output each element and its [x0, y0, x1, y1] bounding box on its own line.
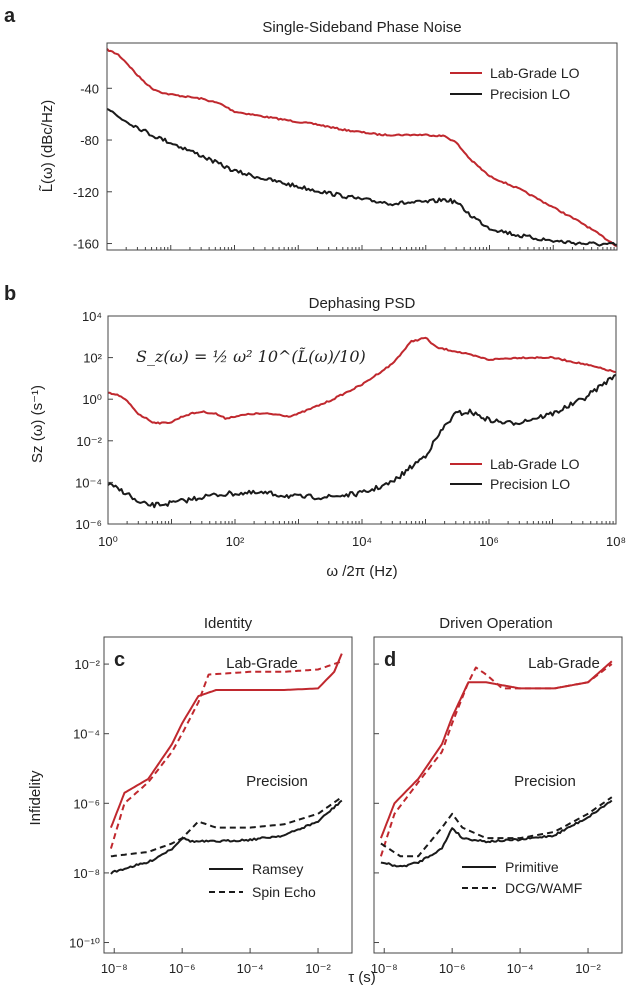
x-tick-label: 10⁰: [98, 534, 118, 549]
panel-d-anno-precision: Precision: [514, 773, 576, 790]
y-tick-label: 10⁻⁴: [73, 727, 100, 742]
y-tick-label: 10²: [83, 351, 102, 366]
panel-d-label: d: [384, 649, 396, 671]
legend-text-ramsey: Ramsey: [252, 861, 303, 877]
legend-text-lab: Lab-Grade LO: [490, 456, 580, 472]
panel-a: a Single-Sideband Phase Noise L̃(ω) (dBc…: [4, 5, 618, 252]
series-line-dcg-wamf: [380, 796, 613, 858]
panel-c-anno-precision: Precision: [246, 773, 308, 790]
panel-d-xticks: 10⁻⁸ 10⁻⁶ 10⁻⁴ 10⁻²: [371, 948, 602, 976]
x-tick-label: 10²: [226, 534, 245, 549]
y-tick-label: -80: [80, 133, 99, 148]
y-tick-label: 10⁻²: [76, 434, 102, 449]
legend-text-primitive: Primitive: [505, 859, 559, 875]
y-tick-label: 10⁴: [82, 309, 102, 324]
panel-a-legend: Lab-Grade LO Precision LO: [450, 65, 580, 102]
y-tick-label: -160: [73, 237, 99, 252]
panel-a-series: [106, 48, 618, 248]
x-tick-label: 10⁻⁶: [439, 961, 466, 976]
panel-b-legend: Lab-Grade LO Precision LO: [450, 456, 580, 492]
legend-text-precision: Precision LO: [490, 476, 570, 492]
x-tick-label: 10⁻⁸: [101, 961, 128, 976]
x-tick-label: 10⁻⁶: [169, 961, 196, 976]
panel-c-frame: [103, 636, 353, 954]
x-tick-label: 10⁻²: [305, 961, 331, 976]
panel-a-yticks: -40 -80 -120 -160: [73, 81, 112, 252]
x-tick-label: 10⁻⁴: [507, 961, 534, 976]
series-line-precision-lo: [107, 373, 617, 509]
x-tick-label: 10⁴: [352, 534, 372, 549]
panel-b-equation: S_z(ω) = ½ ω² 10^(L̃(ω)/10): [136, 347, 366, 366]
series-line-primitive: [379, 660, 613, 839]
panel-d-title: Driven Operation: [439, 615, 552, 632]
x-tick-label: 10⁶: [479, 534, 499, 549]
panel-c-title: Identity: [204, 615, 253, 632]
y-tick-label: -120: [73, 185, 99, 200]
panel-d-yticks: [374, 663, 379, 944]
y-tick-label: 10⁰: [82, 392, 102, 407]
series-line-precision-lo: [106, 107, 618, 247]
panel-b-label: b: [4, 283, 16, 305]
panel-d-series: [379, 660, 613, 868]
panel-d-frame: [373, 636, 623, 954]
panel-c-label: c: [114, 649, 125, 671]
panel-cd-xlabel: τ (s): [348, 969, 376, 986]
y-tick-label: 10⁻⁸: [73, 866, 100, 881]
x-tick-label: 10⁻⁴: [237, 961, 264, 976]
series-line-ramsey: [109, 653, 343, 828]
panel-c-anno-lab: Lab-Grade: [226, 655, 298, 672]
panel-c-yticks: 10⁻² 10⁻⁴ 10⁻⁶ 10⁻⁸ 10⁻¹⁰: [69, 657, 109, 951]
y-tick-label: -40: [80, 81, 99, 96]
legend-text-precision: Precision LO: [490, 86, 570, 102]
panel-c-legend: Ramsey Spin Echo: [209, 861, 316, 900]
panel-a-title: Single-Sideband Phase Noise: [262, 19, 461, 36]
panel-c: Identity Infidelity 10⁻²10⁻⁴10⁻⁶10⁻⁸10⁻¹…: [27, 615, 353, 976]
legend-text-lab: Lab-Grade LO: [490, 65, 580, 81]
panel-a-xticks: [106, 245, 618, 250]
series-line-spin-echo: [110, 796, 343, 858]
series-line-dcg-wamf: [379, 663, 613, 857]
panel-d-legend: Primitive DCG/WAMF: [462, 859, 582, 896]
x-tick-label: 10⁻²: [575, 961, 601, 976]
panel-b: b Dephasing PSD Sz (ω) (s⁻¹) 10⁴10²10⁰10…: [4, 283, 626, 580]
y-tick-label: 10⁻²: [74, 657, 100, 672]
panel-b-title: Dephasing PSD: [309, 295, 416, 312]
series-line-ramsey: [110, 799, 343, 875]
y-tick-label: 10⁻⁶: [75, 517, 102, 532]
x-tick-label: 10⁻⁸: [371, 961, 398, 976]
panel-b-ylabel: Sz (ω) (s⁻¹): [29, 385, 46, 463]
legend-text-spin-echo: Spin Echo: [252, 884, 316, 900]
series-line-primitive: [380, 799, 613, 868]
panel-a-ylabel: L̃(ω) (dBc/Hz): [39, 100, 56, 193]
y-tick-label: 10⁻¹⁰: [69, 936, 100, 951]
series-line-lab-grade-lo: [108, 336, 617, 425]
series-line-lab-grade-lo: [106, 48, 618, 248]
series-line-spin-echo: [109, 660, 343, 849]
x-tick-label: 10⁸: [606, 534, 626, 549]
panel-b-series: [107, 336, 617, 509]
y-tick-label: 10⁻⁶: [73, 796, 100, 811]
y-tick-label: 10⁻⁴: [75, 475, 102, 490]
panel-c-series: [109, 653, 343, 875]
panel-b-yticks: 10⁴ 10² 10⁰ 10⁻² 10⁻⁴ 10⁻⁶: [75, 309, 113, 532]
panel-d: Driven Operation 10⁻⁸ 10⁻⁶ 10⁻⁴ 10⁻² d Lab-…: [371, 615, 623, 976]
panel-b-xlabel: ω /2π (Hz): [326, 563, 397, 580]
panel-c-ylabel: Infidelity: [27, 770, 44, 826]
panel-b-xticks: 10⁰ 10² 10⁴ 10⁶ 10⁸: [98, 519, 626, 549]
panel-a-label: a: [4, 5, 16, 27]
panel-c-xticks: 10⁻⁸ 10⁻⁶ 10⁻⁴ 10⁻²: [101, 948, 332, 976]
panel-d-anno-lab: Lab-Grade: [528, 655, 600, 672]
legend-text-dcg: DCG/WAMF: [505, 880, 582, 896]
